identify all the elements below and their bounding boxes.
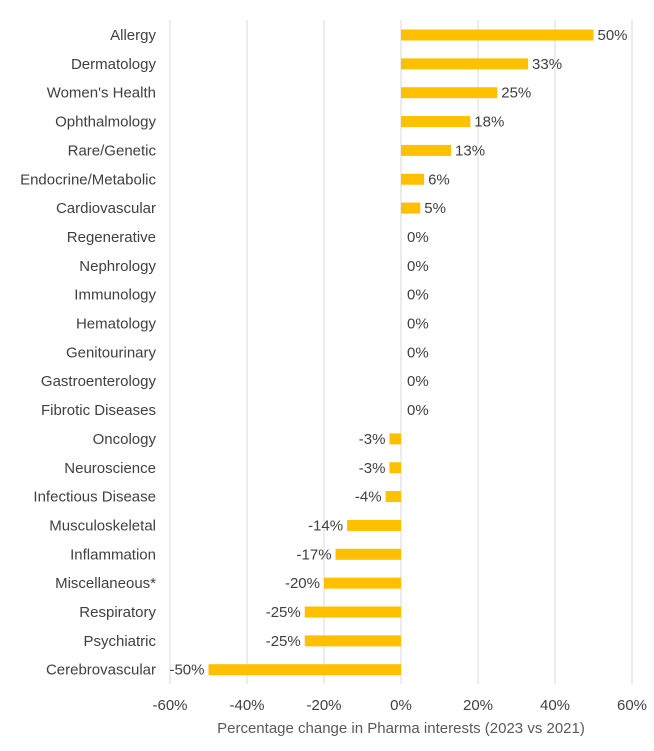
- category-label: Genitourinary: [66, 344, 157, 361]
- x-axis-title: Percentage change in Pharma interests (2…: [217, 720, 585, 737]
- data-label: 0%: [407, 316, 429, 333]
- bar: [401, 87, 498, 99]
- bar: [401, 144, 452, 156]
- bar: [208, 664, 401, 676]
- data-label: -25%: [266, 604, 301, 621]
- data-labels: 50% 33%25% 18% 13% 6% 5% 0% 0% 0% 0% 0% 0% 0% -3% -3% -…: [169, 27, 627, 679]
- data-label: -20%: [285, 575, 320, 592]
- bar: [401, 202, 421, 214]
- data-label: 0%: [407, 344, 429, 361]
- data-label: 0%: [407, 402, 429, 419]
- category-label: Gastroenterology: [41, 373, 157, 390]
- category-labels: Allergy Dermatology Women's Health Ophthalm…: [20, 27, 156, 679]
- category-label: Miscellaneous*: [55, 575, 156, 592]
- category-label: Neuroscience: [64, 460, 156, 477]
- bar: [389, 433, 401, 445]
- data-label: 50%: [598, 27, 628, 44]
- category-label: Inflammation: [70, 546, 156, 563]
- category-label: Musculoskeletal: [49, 517, 156, 534]
- category-label: Respiratory: [79, 604, 156, 621]
- x-tick-label: 40%: [540, 697, 570, 714]
- bar: [385, 491, 401, 503]
- data-label: 25%: [501, 85, 531, 102]
- data-label: 13%: [455, 142, 485, 159]
- data-label: -3%: [359, 431, 386, 448]
- category-label: Endocrine/Metabolic: [20, 171, 156, 188]
- gridlines: [169, 20, 633, 684]
- data-label: 5%: [424, 200, 446, 217]
- data-label: 18%: [474, 114, 504, 131]
- bars: [208, 29, 594, 676]
- bar: [401, 29, 594, 41]
- bar: [304, 635, 401, 647]
- category-label: Rare/Genetic: [68, 142, 157, 159]
- data-label: 0%: [407, 287, 429, 304]
- data-label: 33%: [532, 56, 562, 73]
- bar: [335, 548, 401, 560]
- x-tick-label: -40%: [229, 697, 264, 714]
- category-label: Cardiovascular: [56, 200, 156, 217]
- data-label: -14%: [308, 517, 343, 534]
- category-label: Hematology: [76, 316, 157, 333]
- x-tick-label: -20%: [306, 697, 341, 714]
- data-label: 0%: [407, 229, 429, 246]
- category-label: Fibrotic Diseases: [41, 402, 156, 419]
- data-label: -17%: [297, 546, 332, 563]
- category-label: Dermatology: [71, 56, 157, 73]
- x-tick-label: 60%: [617, 697, 647, 714]
- data-label: -4%: [355, 489, 382, 506]
- data-label: -3%: [359, 460, 386, 477]
- x-axis-tick-labels: -60% -40% -20% 0% 20% 40% 60%: [152, 697, 647, 714]
- category-label: Infectious Disease: [33, 489, 156, 506]
- bar: [401, 58, 529, 70]
- bar: [389, 462, 401, 474]
- bar: [401, 116, 471, 128]
- data-label: 6%: [428, 171, 450, 188]
- category-label: Oncology: [93, 431, 157, 448]
- category-label: Ophthalmology: [55, 114, 156, 131]
- x-tick-label: 20%: [463, 697, 493, 714]
- category-label: Immunology: [74, 287, 156, 304]
- category-label: Regenerative: [67, 229, 156, 246]
- data-label: -25%: [266, 633, 301, 650]
- data-label: 0%: [407, 373, 429, 390]
- bar: [324, 577, 401, 589]
- category-label: Women's Health: [47, 85, 156, 102]
- x-tick-label: -60%: [152, 697, 187, 714]
- category-label: Cerebrovascular: [46, 662, 156, 679]
- category-label: Nephrology: [79, 258, 156, 275]
- data-label: -50%: [169, 662, 204, 679]
- category-label: Allergy: [110, 27, 156, 44]
- bar: [347, 519, 401, 531]
- category-label: Psychiatric: [83, 633, 156, 650]
- bar: [304, 606, 401, 618]
- data-label: 0%: [407, 258, 429, 275]
- x-tick-label: 0%: [390, 697, 412, 714]
- bar: [401, 173, 425, 185]
